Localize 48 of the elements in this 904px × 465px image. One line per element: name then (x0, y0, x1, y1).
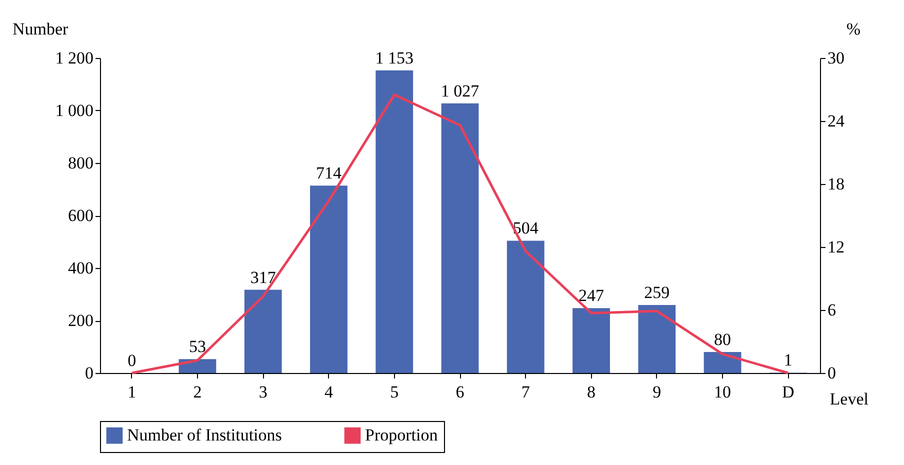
data-label: 1 153 (375, 48, 414, 68)
y-tick-label: 600 (68, 206, 94, 225)
y-tick-label: 0 (85, 364, 94, 382)
data-label: 714 (316, 164, 342, 183)
data-label: 1 027 (440, 81, 480, 100)
x-tick-label: 6 (456, 382, 464, 402)
bar (310, 186, 348, 373)
x-tick-label: 10 (714, 382, 732, 402)
bar (704, 352, 742, 373)
y2-tick-label: 0 (828, 364, 836, 382)
data-label: 259 (644, 283, 670, 302)
x-tick-label: 4 (324, 382, 334, 402)
y-tick-label: 400 (68, 258, 94, 278)
y2-tick-label: 6 (828, 300, 836, 320)
y-tick-label: 800 (68, 154, 94, 172)
x-tick-label: 3 (258, 382, 268, 402)
legend-label: Number of Institutions (127, 426, 282, 445)
bar (376, 70, 414, 373)
data-label: 504 (512, 218, 539, 238)
data-label: 317 (250, 268, 276, 287)
legend-label: Proportion (365, 426, 438, 445)
y2-tick-label: 18 (828, 174, 844, 194)
x-tick-label: 9 (652, 382, 662, 402)
y-tick-label: 1 200 (55, 48, 94, 68)
y2-tick-label: 30 (828, 48, 844, 68)
data-label: 80 (714, 330, 732, 349)
bar (572, 308, 610, 373)
data-label: 0 (128, 351, 136, 370)
y-axis-title: Number (12, 20, 69, 38)
bar (244, 290, 282, 373)
y2-tick-label: 24 (828, 112, 845, 130)
x-tick-label: 8 (587, 382, 596, 402)
y-tick-label: 1 000 (55, 101, 94, 120)
bar (638, 305, 676, 373)
y2-tick-label: 12 (828, 238, 844, 256)
x-tick-label: D (782, 382, 794, 402)
x-tick-label: 2 (193, 382, 202, 402)
bar (441, 103, 479, 373)
data-label: 53 (188, 337, 206, 356)
x-tick-label: 7 (521, 382, 530, 402)
bar (506, 240, 544, 373)
data-label: 1 (784, 350, 792, 370)
y-tick-label: 200 (68, 311, 94, 330)
x-tick-label: 5 (390, 382, 399, 402)
x-axis-title: Level (830, 390, 869, 408)
x-tick-label: 1 (128, 382, 136, 402)
data-label: 247 (578, 286, 605, 306)
y2-axis-title: % (846, 20, 860, 38)
